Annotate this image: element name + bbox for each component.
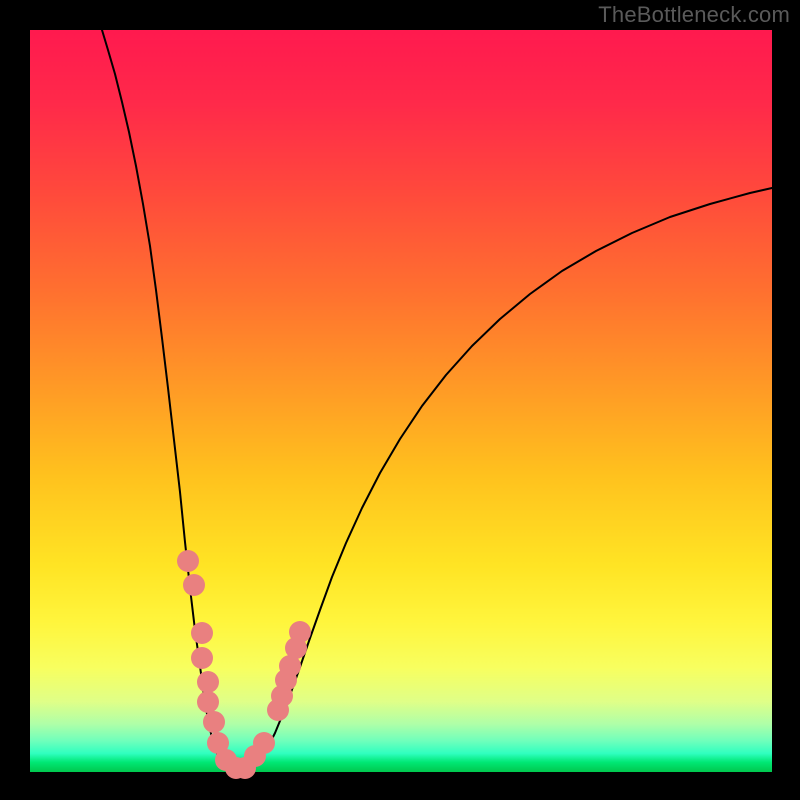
data-dot [253, 732, 275, 754]
data-dot [197, 691, 219, 713]
curve-right-branch [240, 188, 772, 772]
data-dot [197, 671, 219, 693]
watermark-text: TheBottleneck.com [598, 2, 790, 28]
data-dot [183, 574, 205, 596]
curve-left-branch [102, 30, 240, 772]
data-dot [203, 711, 225, 733]
data-dot [289, 621, 311, 643]
data-dot [177, 550, 199, 572]
data-dot [191, 647, 213, 669]
data-dot [191, 622, 213, 644]
plot-area [30, 30, 772, 772]
bottleneck-curve [30, 30, 772, 772]
